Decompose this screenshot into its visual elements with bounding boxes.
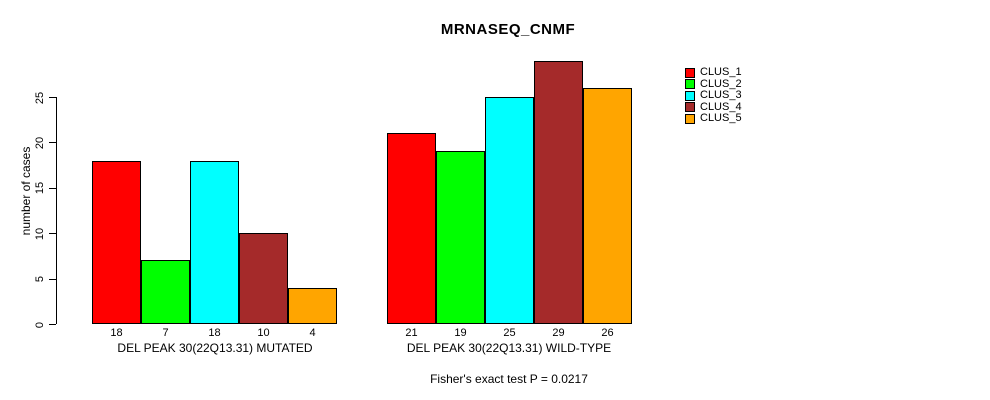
legend-item: CLUS_4: [685, 100, 742, 113]
bar-group1-clus_1: [92, 161, 141, 324]
y-axis-tick: [49, 142, 56, 144]
bar-value-label: 21: [405, 327, 418, 339]
bar-group1-clus_4: [239, 233, 288, 324]
legend-swatch-icon: [685, 67, 695, 78]
bar-value-label: 26: [601, 327, 614, 339]
y-axis-tick-label: 15: [34, 182, 46, 195]
bar-group1-clus_3: [190, 161, 239, 324]
bar-value-label: 29: [552, 327, 565, 339]
bar-group1-clus_5: [288, 288, 337, 324]
x-group-label-mutated: DEL PEAK 30(22Q13.31) MUTATED: [117, 341, 313, 355]
bar-value-label: 18: [208, 327, 221, 339]
footnote-pvalue: Fisher's exact test P = 0.0217: [430, 372, 588, 386]
legend-label: CLUS_4: [700, 100, 742, 113]
bar-value-label: 4: [309, 327, 316, 339]
legend-label: CLUS_5: [700, 112, 742, 125]
legend-swatch-icon: [685, 79, 695, 90]
legend-item: CLUS_3: [685, 90, 742, 101]
bar-group2-clus_3: [485, 97, 534, 324]
y-axis-label: number of cases: [19, 146, 33, 236]
bar-group2-clus_5: [583, 88, 632, 324]
y-axis-line: [56, 97, 57, 324]
legend-item: CLUS_2: [685, 77, 742, 90]
bar-value-label: 10: [257, 327, 270, 339]
y-axis-tick-label: 20: [34, 136, 46, 150]
y-axis-tick: [49, 97, 56, 98]
legend-swatch-icon: [685, 113, 695, 124]
bar-group1-clus_2: [141, 260, 190, 324]
legend-label: CLUS_1: [700, 66, 742, 78]
x-group-label-wild-type: DEL PEAK 30(22Q13.31) WILD-TYPE: [406, 341, 612, 355]
bar-group2-clus_2: [436, 151, 485, 324]
y-axis-tick: [49, 278, 56, 280]
y-axis-tick-label: 0: [34, 321, 46, 328]
y-axis-tick: [49, 233, 56, 235]
bar-value-label: 18: [110, 327, 123, 339]
bar-value-label: 25: [503, 327, 516, 339]
bar-value-label: 7: [162, 327, 169, 339]
y-axis-tick-label: 10: [34, 227, 46, 240]
chart-title: MRNASEQ_CNMF: [440, 21, 576, 38]
y-axis-tick-label: 5: [34, 276, 46, 283]
legend-swatch-icon: [685, 90, 695, 101]
legend-item: CLUS_5: [685, 113, 742, 124]
y-axis-tick: [49, 187, 56, 189]
bar-group2-clus_1: [387, 133, 436, 324]
legend-label: CLUS_3: [700, 89, 742, 102]
y-axis-tick: [49, 324, 56, 325]
legend-item: CLUS_1: [685, 67, 742, 78]
legend-label: CLUS_2: [700, 77, 742, 90]
bar-value-label: 19: [454, 327, 467, 339]
legend-swatch-icon: [685, 102, 695, 113]
y-axis-tick-label: 25: [34, 91, 46, 104]
bar-group2-clus_4: [534, 61, 583, 324]
